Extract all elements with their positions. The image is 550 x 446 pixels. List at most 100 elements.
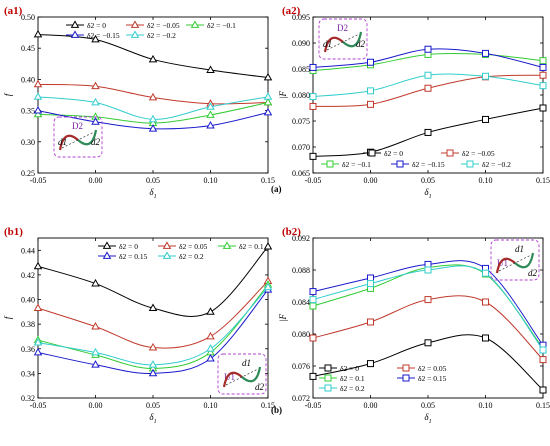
series-4 (33, 282, 273, 368)
inset-d2: d2 (528, 268, 538, 278)
inset-chord (61, 131, 95, 149)
y-tick-label: 0.092 (292, 234, 310, 243)
series-0 (309, 104, 547, 160)
inset-label: U1 (224, 372, 235, 382)
data-point (91, 322, 100, 330)
legend-marker (70, 20, 80, 28)
data-point (539, 71, 547, 79)
panel-label: (b2) (282, 226, 301, 238)
legend: δ2 = 0 δ2 = 0.05 δ2 = 0.1 δ2 = 0.15 δ2 = 0.2 (98, 241, 264, 261)
inset-curve-left (222, 371, 243, 388)
legend-label: δ2 = 0 (87, 21, 106, 30)
x-tick-label: 0.00 (89, 176, 103, 185)
data-point (206, 344, 215, 352)
legend-marker (368, 149, 376, 157)
series-line (38, 286, 268, 366)
inset-d2: d2 (356, 39, 366, 49)
x-tick-label: 0.00 (364, 176, 378, 185)
legend-marker (102, 241, 112, 249)
inset-diagram: D2 d1 d2 (53, 116, 103, 158)
series-3 (309, 45, 547, 71)
data-point (33, 109, 43, 118)
inset-d1: d1 (242, 358, 251, 368)
data-point (539, 356, 547, 364)
legend-label: δ2 = 0 (340, 364, 359, 373)
y-tick-label: 0.075 (292, 117, 310, 126)
legend-label: δ2 = −0.2 (147, 31, 176, 40)
inset-curve-right (342, 31, 363, 48)
data-point (367, 360, 374, 368)
x-tick-label: 0.05 (421, 401, 435, 410)
inset-curve-right (514, 252, 535, 269)
data-point (33, 29, 43, 38)
x-axis-label: δ1 (424, 412, 431, 425)
data-point (206, 354, 215, 362)
y-tick-label: 0.072 (292, 394, 310, 403)
series-3 (309, 260, 547, 349)
data-point (367, 58, 374, 66)
x-tick-label: 0.05 (421, 176, 435, 185)
legend-marker (162, 251, 172, 259)
inset-diagram: D2 d1 d2 (318, 18, 368, 60)
inset-chord (326, 33, 360, 51)
panel-a2: (a2) -0.05 0.00 0.05 0.10 0.15 0.065 0.070 0.075… (278, 5, 550, 200)
legend-label: δ2 = −0.15 (412, 160, 445, 169)
inset-frame (490, 239, 540, 281)
legend-label: δ2 = −0.1 (207, 21, 236, 30)
data-point (33, 338, 43, 346)
x-tick-label: 0.10 (479, 176, 493, 185)
data-point (148, 114, 158, 123)
inset-label: D2 (337, 23, 348, 33)
legend-label: δ2 = 0.15 (418, 374, 447, 383)
data-point (148, 92, 158, 101)
data-point (309, 63, 317, 71)
legend-label: δ2 = 0.1 (239, 242, 264, 251)
data-point (148, 54, 158, 63)
figure-label-b: (b) (271, 405, 282, 415)
y-tick-label: 0.076 (292, 362, 310, 371)
y-tick-label: 0.44 (21, 246, 35, 255)
data-point (309, 152, 317, 160)
data-point (309, 302, 317, 310)
panel-label: (a1) (4, 5, 23, 17)
data-point (539, 386, 547, 394)
legend: δ2 = 0 δ2 = −0.05 δ2 = −0.1 δ2 = −0.15 δ2 = … (66, 20, 236, 40)
x-tick-label: 0.10 (204, 401, 218, 410)
series-0 (309, 334, 547, 394)
y-tick-label: 0.25 (21, 169, 35, 178)
data-point (539, 346, 547, 354)
inset-diagram: U1 d1 d2 (217, 353, 267, 395)
legend-marker (396, 160, 404, 168)
panel-b1: (b1) -0.05 0.00 0.05 0.10 0.15 0.32 0.34 0.36 0.3… (3, 226, 275, 425)
legend-label: δ2 = 0.05 (179, 242, 208, 251)
legend-label: δ2 = −0.2 (482, 160, 511, 169)
data-point (148, 124, 158, 132)
y-tick-label: 0.38 (21, 320, 35, 329)
data-point (424, 84, 432, 92)
legend-label: δ2 = −0.05 (147, 21, 180, 30)
data-point (33, 105, 43, 114)
x-tick-label: 0.15 (536, 176, 550, 185)
data-point (206, 307, 215, 315)
data-point (424, 45, 432, 53)
data-point (91, 117, 100, 125)
x-tick-label: -0.05 (30, 401, 47, 410)
legend-marker (102, 251, 112, 259)
legend-marker (130, 30, 140, 38)
panel-label: (a2) (282, 5, 301, 17)
inset-label: D2 (72, 121, 83, 131)
data-point (482, 49, 489, 57)
data-point (309, 93, 317, 101)
data-point (482, 298, 489, 306)
inset-frame (53, 116, 103, 158)
y-tick-label: 0.40 (21, 75, 35, 84)
data-point (482, 72, 489, 80)
x-axis-label: δ1 (149, 187, 156, 200)
x-axis-label: δ1 (424, 187, 431, 200)
data-point (367, 87, 374, 95)
data-point (539, 104, 547, 112)
data-point (206, 331, 215, 340)
series-3 (33, 105, 273, 132)
data-point (539, 57, 547, 65)
